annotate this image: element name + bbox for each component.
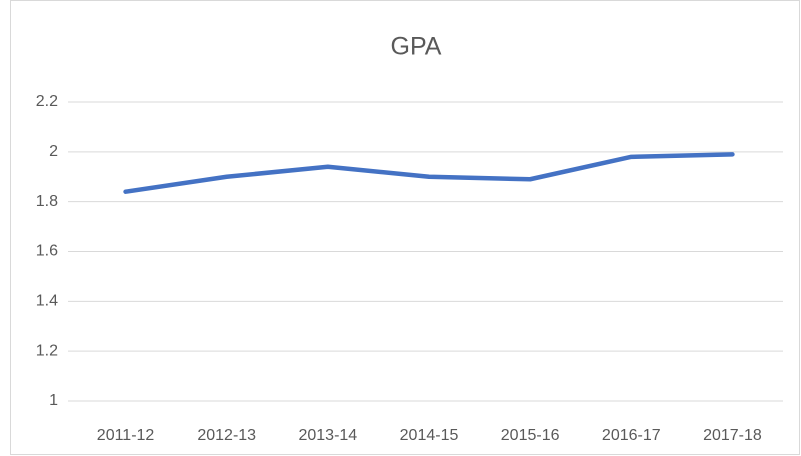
y-tick-label: 2 xyxy=(49,143,58,160)
x-tick-label: 2017-18 xyxy=(703,427,762,444)
x-tick-label: 2014-15 xyxy=(400,427,459,444)
chart-title: GPA xyxy=(391,33,442,61)
y-tick-label: 1.8 xyxy=(36,193,58,210)
y-tick-label: 1.2 xyxy=(36,342,58,359)
y-tick-label: 1.6 xyxy=(36,243,58,260)
x-tick-label: 2015-16 xyxy=(501,427,560,444)
y-tick-label: 2.2 xyxy=(36,93,58,110)
x-tick-label: 2016-17 xyxy=(602,427,661,444)
x-tick-label: 2011-12 xyxy=(97,427,155,444)
x-tick-label: 2012-13 xyxy=(197,427,256,444)
chart-frame xyxy=(10,0,800,455)
y-tick-label: 1.4 xyxy=(36,293,58,310)
y-tick-label: 1 xyxy=(49,392,58,409)
x-tick-label: 2013-14 xyxy=(298,427,357,444)
data-line xyxy=(123,152,735,194)
